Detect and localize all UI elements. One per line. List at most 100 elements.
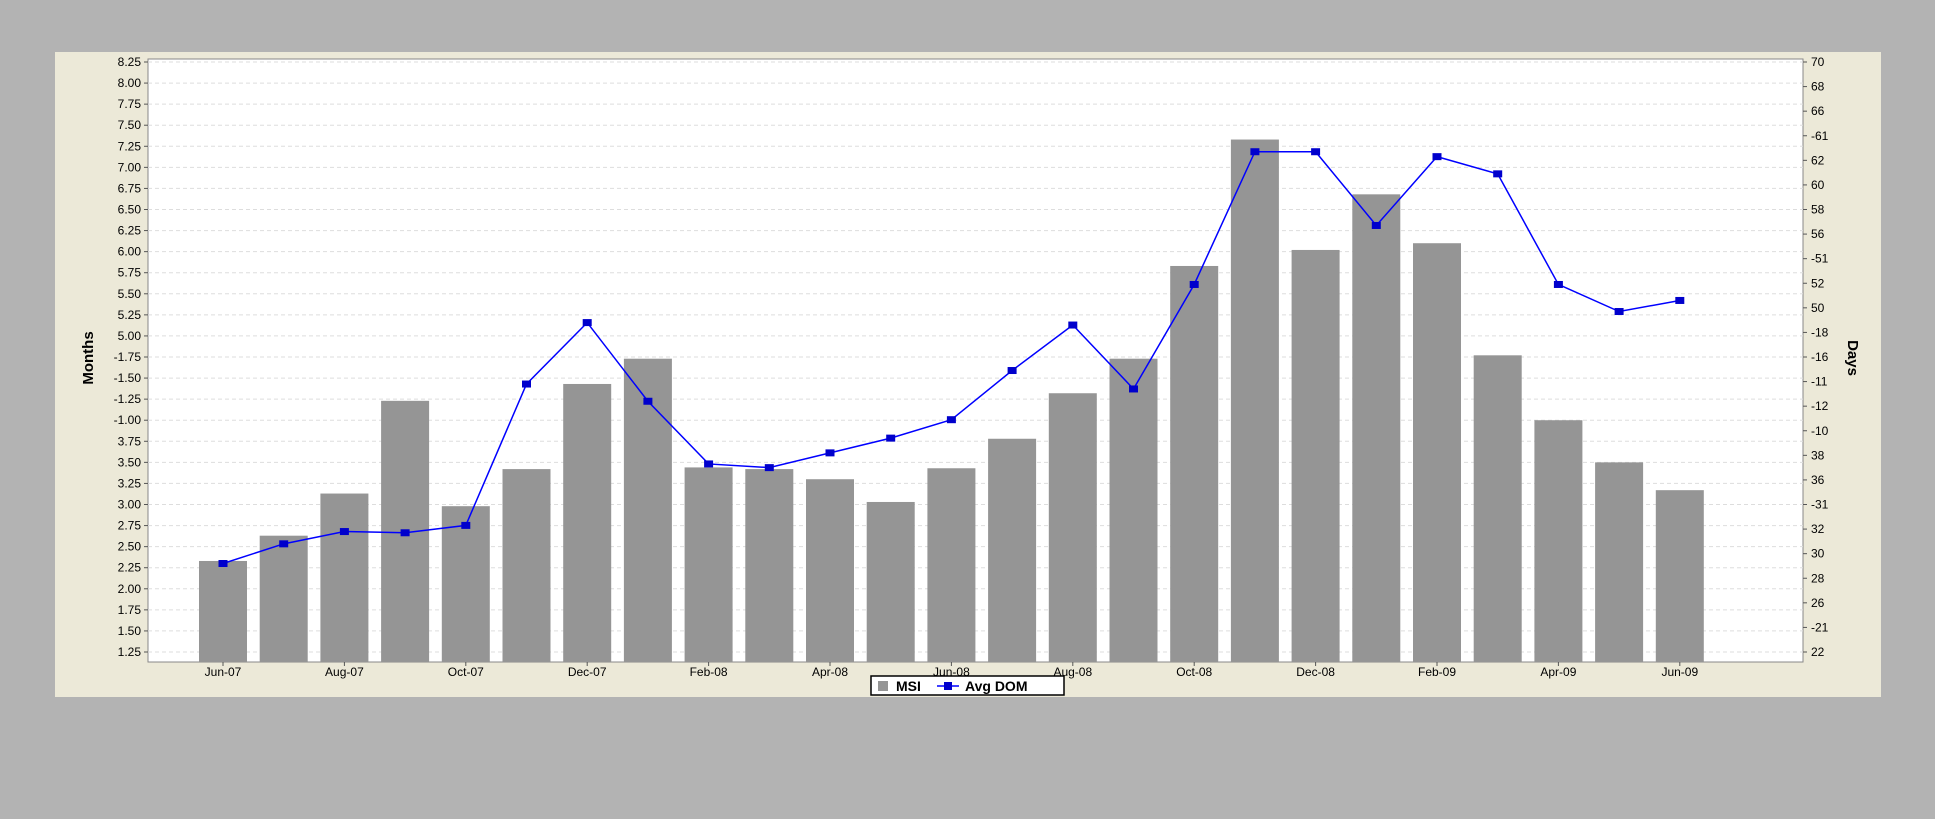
avg-dom-point xyxy=(400,529,410,537)
right-axis-title: Days xyxy=(1844,340,1861,376)
x-tick-label: Dec-07 xyxy=(568,665,607,679)
left-tick-label: 3.00 xyxy=(118,498,142,512)
left-tick-label: 8.00 xyxy=(118,76,142,90)
msi-bar xyxy=(1655,490,1704,662)
left-tick-label: 6.00 xyxy=(118,245,142,259)
x-tick-label: Apr-09 xyxy=(1540,665,1576,679)
left-tick-label: 5.00 xyxy=(118,329,142,343)
left-tick-label: 1.25 xyxy=(118,645,142,659)
right-tick-label: 32 xyxy=(1811,522,1825,536)
right-tick-label: 56 xyxy=(1811,227,1825,241)
legend-dom-marker xyxy=(944,682,952,690)
left-tick-label: 6.25 xyxy=(118,224,142,238)
msi-bar xyxy=(988,438,1037,662)
x-tick-label: Feb-09 xyxy=(1418,665,1456,679)
msi-bar xyxy=(1291,249,1340,662)
right-tick-label: 30 xyxy=(1811,547,1825,561)
avg-dom-point xyxy=(218,560,228,567)
left-tick-label: 1.50 xyxy=(118,624,142,638)
left-tick-label: 7.25 xyxy=(118,139,142,153)
msi-bar xyxy=(1534,420,1583,662)
msi-bar xyxy=(1170,265,1219,662)
right-tick-label: -61 xyxy=(1811,129,1829,143)
avg-dom-point xyxy=(1553,280,1563,288)
avg-dom-line xyxy=(218,148,1685,567)
right-tick-label: -11 xyxy=(1811,375,1828,389)
right-tick-label: 52 xyxy=(1811,276,1825,290)
avg-dom-point xyxy=(1007,367,1017,375)
msi-bar xyxy=(502,469,551,662)
x-tick-label: Oct-08 xyxy=(1176,665,1212,679)
msi-bar xyxy=(684,467,733,662)
msi-bar xyxy=(1595,462,1644,662)
right-tick-label: 66 xyxy=(1811,104,1825,118)
msi-bar xyxy=(259,535,308,662)
msi-bar xyxy=(563,383,612,662)
x-tick-label: Dec-08 xyxy=(1296,665,1335,679)
left-axis-title: Months xyxy=(80,331,97,384)
left-tick-label: 5.50 xyxy=(118,287,142,301)
right-axis-ticks: 22 -21 26 28 30 32 -31 36 38 -10 -12 -11 -16 -18 50 52 -… xyxy=(1803,55,1829,659)
avg-dom-point xyxy=(1068,321,1078,329)
msi-bar xyxy=(320,493,369,662)
right-tick-label: 58 xyxy=(1811,203,1825,217)
avg-dom-point xyxy=(946,416,956,424)
right-tick-label: 36 xyxy=(1811,473,1825,487)
right-tick-label: 70 xyxy=(1811,55,1825,69)
left-tick-label: -1.25 xyxy=(114,392,142,406)
chart-panel: 1.25 1.50 1.75 2.00 2.25 2.50 2.75 3.00 3.25 3.50… xyxy=(55,52,1881,697)
left-tick-label: 7.00 xyxy=(118,160,142,174)
right-tick-label: -10 xyxy=(1811,424,1829,438)
msi-bar xyxy=(623,358,672,662)
right-tick-label: -51 xyxy=(1811,252,1829,266)
right-tick-label: -12 xyxy=(1811,399,1829,413)
left-tick-label: 6.75 xyxy=(118,181,142,195)
avg-dom-point xyxy=(886,434,896,442)
avg-dom-point xyxy=(522,380,531,388)
left-tick-label: 7.50 xyxy=(118,118,142,132)
msi-bar xyxy=(1109,358,1158,662)
left-tick-label: 3.25 xyxy=(118,476,142,490)
left-tick-label: 8.25 xyxy=(118,55,142,69)
legend-msi-label: MSI xyxy=(896,678,921,694)
msi-bar xyxy=(806,479,854,662)
avg-dom-point xyxy=(643,397,653,405)
msi-bar xyxy=(1048,393,1097,662)
x-tick-label: Oct-07 xyxy=(448,665,484,679)
left-tick-label: 2.00 xyxy=(118,582,142,596)
left-axis-ticks: 1.25 1.50 1.75 2.00 2.25 2.50 2.75 3.00 3.25 3.50… xyxy=(114,55,148,659)
msi-bar xyxy=(1230,139,1279,662)
msi-dom-chart: 1.25 1.50 1.75 2.00 2.25 2.50 2.75 3.00 3.25 3.50… xyxy=(80,55,1861,696)
avg-dom-point xyxy=(704,460,714,468)
avg-dom-point xyxy=(1432,153,1442,161)
right-tick-label: -16 xyxy=(1811,350,1829,364)
left-tick-label: 5.25 xyxy=(118,308,142,322)
left-tick-label: 2.25 xyxy=(118,561,142,575)
left-tick-label: 2.50 xyxy=(118,540,142,554)
msi-bar xyxy=(927,468,976,662)
msi-bar xyxy=(1352,194,1401,663)
legend-msi-swatch xyxy=(878,681,888,691)
avg-dom-point xyxy=(582,319,592,327)
avg-dom-point xyxy=(279,540,289,548)
right-tick-label: 60 xyxy=(1811,178,1825,192)
avg-dom-point xyxy=(461,521,471,529)
avg-dom-point xyxy=(825,449,835,457)
right-tick-label: -21 xyxy=(1811,620,1829,634)
right-tick-label: -31 xyxy=(1811,498,1829,512)
avg-dom-point xyxy=(1614,308,1624,316)
msi-bar xyxy=(866,501,915,662)
left-tick-label: 5.75 xyxy=(118,266,142,280)
right-tick-label: 38 xyxy=(1811,448,1825,462)
msi-bar xyxy=(1473,355,1522,662)
avg-dom-point xyxy=(1311,148,1321,156)
x-tick-label: Jun-09 xyxy=(1661,665,1698,679)
avg-dom-point xyxy=(1250,148,1260,156)
avg-dom-point xyxy=(1675,296,1685,304)
avg-dom-point xyxy=(1129,385,1138,393)
left-tick-label: -1.50 xyxy=(114,371,142,385)
x-tick-label: Apr-08 xyxy=(812,665,848,679)
right-tick-label: 68 xyxy=(1811,80,1825,94)
avg-dom-point xyxy=(1371,221,1381,229)
